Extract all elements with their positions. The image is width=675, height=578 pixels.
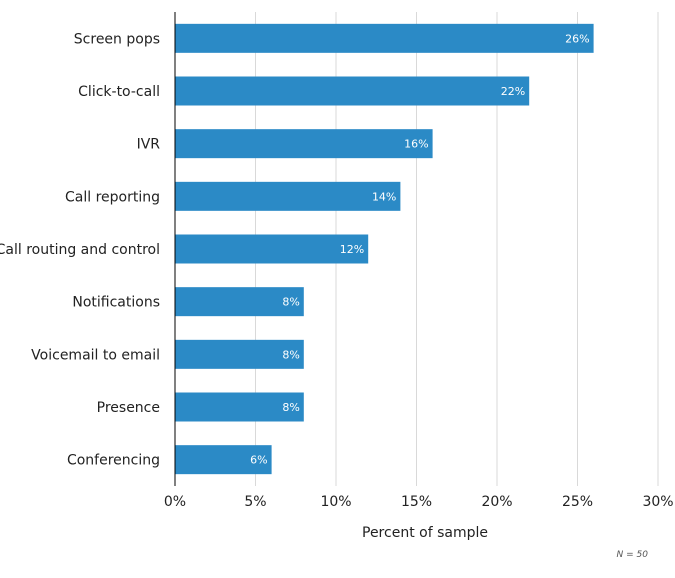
bar-value-label: 26%: [565, 32, 589, 45]
x-tick-label: 15%: [401, 494, 432, 510]
x-tick-label: 20%: [481, 494, 512, 510]
bar: [175, 287, 304, 317]
bar-value-label: 8%: [282, 296, 299, 309]
category-label: IVR: [137, 137, 161, 153]
category-label: Call reporting: [65, 189, 160, 205]
category-label: Presence: [97, 400, 160, 416]
bar-value-label: 8%: [282, 348, 299, 361]
bars: 26% 22% 16% 14% 12% 8% 8% 8% 6%: [175, 23, 594, 475]
x-axis-title: Percent of sample: [362, 525, 488, 541]
category-label: Call routing and control: [0, 242, 160, 258]
bar: [175, 392, 304, 422]
bar: [175, 445, 272, 475]
bar: [175, 234, 369, 264]
x-tick-label: 30%: [642, 494, 673, 510]
x-tick-labels: 0% 5% 10% 15% 20% 25% 30%: [164, 494, 674, 510]
bar-value-label: 22%: [501, 85, 525, 98]
bar-value-label: 16%: [404, 138, 428, 151]
category-label: Click-to-call: [78, 84, 160, 100]
bar-value-label: 6%: [250, 454, 267, 467]
bar: [175, 181, 401, 211]
category-label: Conferencing: [67, 453, 160, 469]
bar-value-label: 12%: [340, 243, 364, 256]
x-tick-label: 0%: [164, 494, 186, 510]
x-tick-label: 10%: [320, 494, 351, 510]
category-label: Voicemail to email: [31, 347, 160, 363]
bar-value-label: 8%: [282, 401, 299, 414]
x-tick-label: 25%: [562, 494, 593, 510]
bar: [175, 129, 433, 159]
x-tick-label: 5%: [244, 494, 266, 510]
bar: [175, 23, 594, 53]
bar-value-label: 14%: [372, 190, 396, 203]
category-label: Notifications: [72, 295, 160, 311]
category-labels: Screen pops Click-to-call IVR Call reportin…: [0, 31, 160, 468]
bar: [175, 339, 304, 369]
bar: [175, 76, 530, 106]
sample-size-note: N = 50: [617, 550, 649, 560]
category-label: Screen pops: [74, 31, 160, 47]
